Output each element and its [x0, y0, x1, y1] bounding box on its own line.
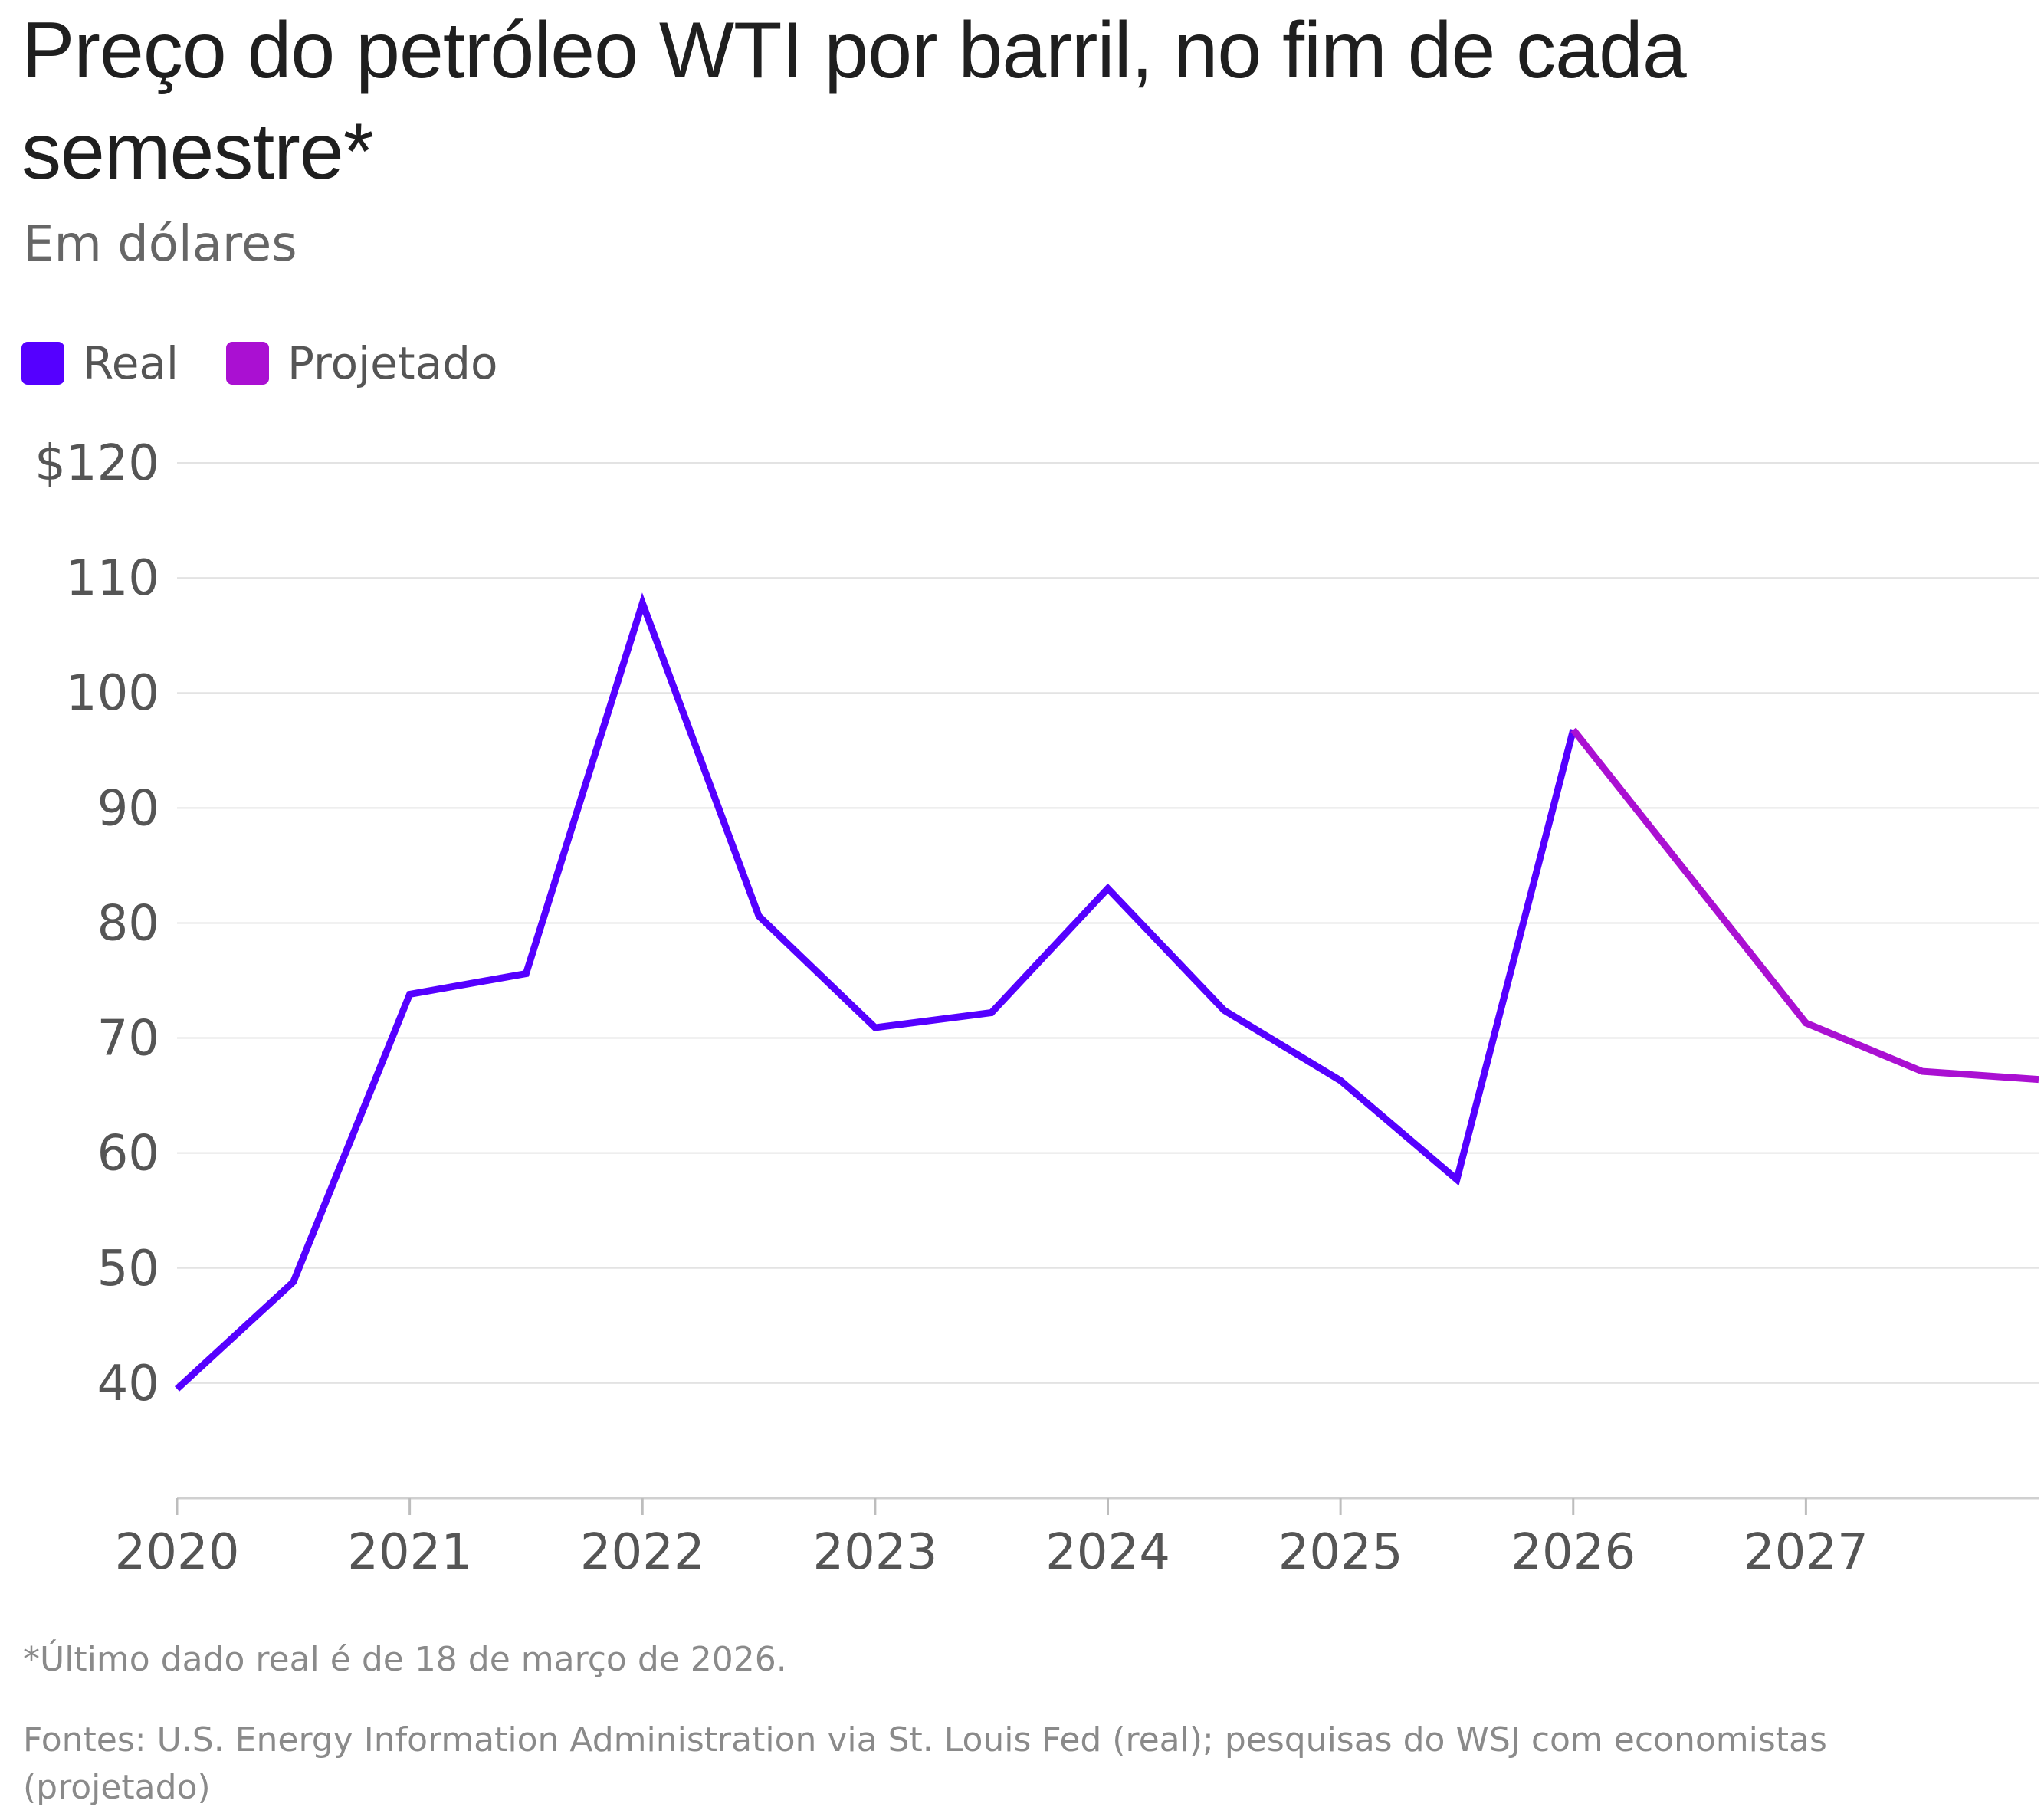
- source-note: Fontes: U.S. Energy Information Administ…: [23, 1720, 1827, 1807]
- legend-item-projetado: Projetado: [226, 337, 497, 389]
- chart-title: Preço do petróleo WTI por barril, no fim…: [21, 6, 1687, 196]
- y-tick-label: 80: [97, 895, 159, 952]
- x-tick-label: 2020: [115, 1524, 240, 1581]
- line-chart: 40 50 60 70 80 90 100 110 $120 2020 2021 2022 2023 20…: [34, 435, 2039, 1581]
- series-lines: [174, 592, 2039, 1392]
- legend-swatch-projetado: [226, 342, 270, 385]
- series-line-projetado: [1570, 727, 2039, 1084]
- x-tick-label: 2022: [580, 1524, 705, 1581]
- legend-label-projetado: Projetado: [287, 337, 498, 389]
- series-line-real: [174, 592, 1577, 1392]
- y-tick-label: 60: [97, 1126, 159, 1182]
- x-tick-label: 2021: [347, 1524, 472, 1581]
- x-tick-label: 2026: [1511, 1524, 1636, 1581]
- y-tick-label: 110: [66, 550, 159, 607]
- chart-subtitle: Em dólares: [23, 216, 297, 273]
- x-tick-label: 2024: [1045, 1524, 1170, 1581]
- legend: Real Projetado: [21, 337, 545, 389]
- y-tick-label: 70: [97, 1011, 159, 1067]
- footnote: *Último dado real é de 18 de março de 20…: [23, 1640, 787, 1679]
- x-tick-label: 2023: [812, 1524, 937, 1581]
- legend-swatch-real: [21, 342, 64, 385]
- y-tick-label: 40: [97, 1356, 159, 1412]
- gridlines: [177, 462, 2039, 1384]
- x-tick-label: 2025: [1278, 1524, 1403, 1581]
- legend-item-real: Real: [21, 337, 179, 389]
- y-tick-label: $120: [34, 435, 159, 492]
- y-tick-label: 100: [66, 665, 159, 722]
- y-tick-label: 90: [97, 780, 159, 837]
- legend-label-real: Real: [83, 337, 179, 389]
- tick-labels: 40 50 60 70 80 90 100 110 $120 2020 2021 2022 2023 20…: [34, 435, 1868, 1581]
- y-tick-label: 50: [97, 1241, 159, 1297]
- x-axis: [176, 1497, 2039, 1515]
- x-tick-label: 2027: [1744, 1524, 1868, 1581]
